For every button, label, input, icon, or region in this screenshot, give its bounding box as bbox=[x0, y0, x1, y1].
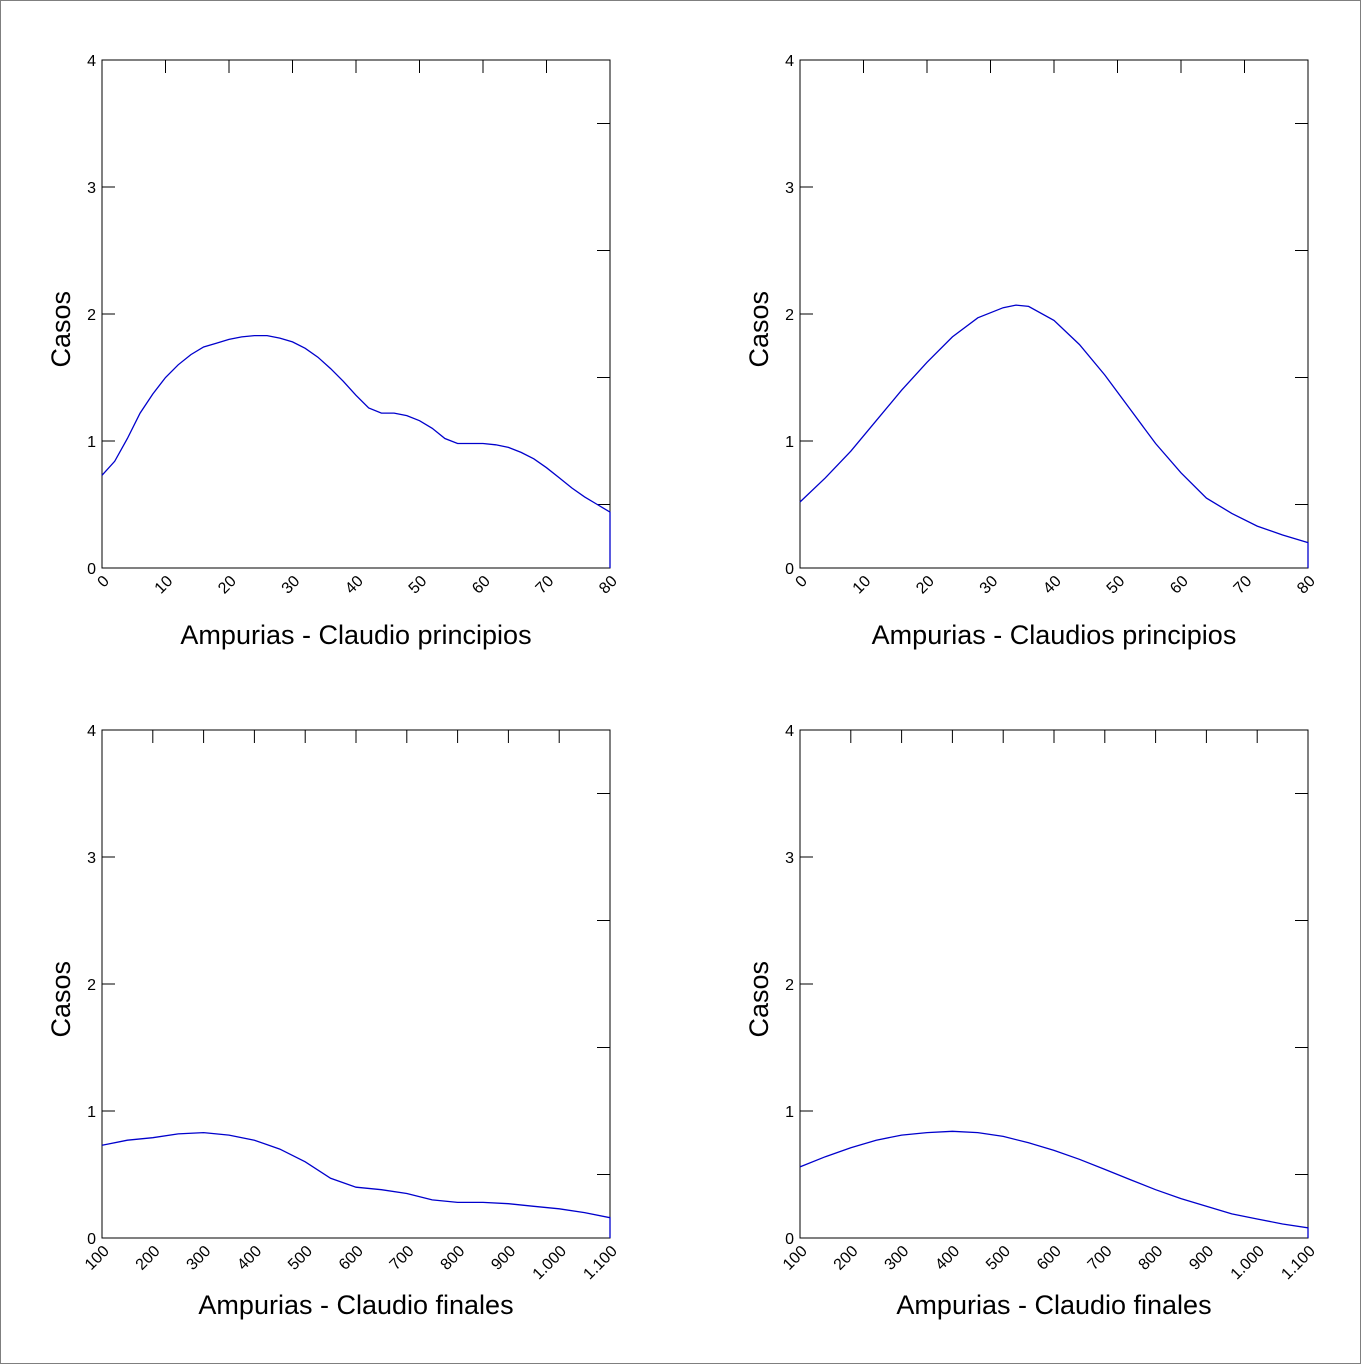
y-tick-label: 2 bbox=[87, 977, 96, 994]
y-tick-label: 4 bbox=[87, 53, 96, 70]
y-tick-label: 4 bbox=[785, 723, 794, 740]
x-tick-label: 1.100 bbox=[580, 1243, 620, 1283]
x-tick-label: 600 bbox=[336, 1243, 367, 1274]
y-tick-label: 0 bbox=[785, 561, 794, 578]
x-tick-label: 40 bbox=[1040, 573, 1065, 598]
y-tick-label: 1 bbox=[87, 1104, 96, 1121]
x-axis-title: Ampurias - Claudio principios bbox=[180, 620, 531, 650]
x-tick-label: 700 bbox=[387, 1243, 418, 1274]
x-tick-label: 80 bbox=[1294, 573, 1319, 598]
plot-area-frame bbox=[799, 729, 1309, 1239]
y-axis-title: Casos bbox=[46, 961, 76, 1038]
x-tick-label: 50 bbox=[1104, 573, 1129, 598]
x-tick-label: 900 bbox=[1186, 1243, 1217, 1274]
y-tick-label: 1 bbox=[785, 1104, 794, 1121]
x-tick-label: 200 bbox=[831, 1243, 862, 1274]
x-tick-label: 0 bbox=[95, 573, 113, 591]
x-tick-label: 10 bbox=[152, 573, 177, 598]
x-tick-label: 40 bbox=[342, 573, 367, 598]
x-tick-label: 800 bbox=[1136, 1243, 1167, 1274]
series-line bbox=[101, 334, 611, 568]
x-tick-label: 60 bbox=[469, 573, 494, 598]
x-tick-label: 30 bbox=[279, 573, 304, 598]
y-tick-label: 1 bbox=[87, 434, 96, 451]
y-tick-label: 4 bbox=[87, 723, 96, 740]
x-tick-label: 500 bbox=[983, 1243, 1014, 1274]
y-tick-label: 3 bbox=[87, 850, 96, 867]
x-axis-title: Ampurias - Claudios principios bbox=[872, 620, 1237, 650]
y-tick-label: 3 bbox=[87, 180, 96, 197]
x-tick-label: 700 bbox=[1085, 1243, 1116, 1274]
y-tick-label: 2 bbox=[785, 977, 794, 994]
y-tick-label: 3 bbox=[785, 850, 794, 867]
x-tick-label: 70 bbox=[533, 573, 558, 598]
x-tick-label: 900 bbox=[488, 1243, 519, 1274]
x-axis-title: Ampurias - Claudio finales bbox=[896, 1290, 1211, 1320]
x-tick-label: 80 bbox=[596, 573, 621, 598]
y-axis-title: Casos bbox=[46, 291, 76, 368]
x-tick-label: 200 bbox=[133, 1243, 164, 1274]
y-tick-label: 0 bbox=[785, 1231, 794, 1248]
y-axis-title: Casos bbox=[744, 961, 774, 1038]
plot-area-frame bbox=[799, 59, 1309, 569]
series-line bbox=[799, 1130, 1309, 1238]
x-tick-label: 30 bbox=[977, 573, 1002, 598]
y-tick-label: 4 bbox=[785, 53, 794, 70]
series-line bbox=[799, 304, 1309, 568]
x-tick-label: 50 bbox=[406, 573, 431, 598]
x-tick-label: 60 bbox=[1167, 573, 1192, 598]
x-tick-label: 300 bbox=[882, 1243, 913, 1274]
y-tick-label: 2 bbox=[785, 307, 794, 324]
y-tick-label: 2 bbox=[87, 307, 96, 324]
x-tick-label: 1.000 bbox=[530, 1243, 570, 1283]
x-tick-label: 600 bbox=[1034, 1243, 1065, 1274]
x-tick-label: 1.000 bbox=[1228, 1243, 1268, 1283]
y-tick-label: 0 bbox=[87, 561, 96, 578]
y-tick-label: 3 bbox=[785, 180, 794, 197]
x-tick-label: 400 bbox=[932, 1243, 963, 1274]
plot-area-frame bbox=[101, 729, 611, 1239]
x-tick-label: 800 bbox=[438, 1243, 469, 1274]
x-tick-label: 1.100 bbox=[1278, 1243, 1318, 1283]
x-tick-label: 20 bbox=[913, 573, 938, 598]
x-axis-title: Ampurias - Claudio finales bbox=[198, 1290, 513, 1320]
y-axis-title: Casos bbox=[744, 291, 774, 368]
x-tick-label: 70 bbox=[1231, 573, 1256, 598]
series-line bbox=[101, 1131, 611, 1238]
x-tick-label: 0 bbox=[793, 573, 811, 591]
x-tick-label: 500 bbox=[285, 1243, 316, 1274]
x-tick-label: 20 bbox=[215, 573, 240, 598]
y-tick-label: 0 bbox=[87, 1231, 96, 1248]
y-tick-label: 1 bbox=[785, 434, 794, 451]
x-tick-label: 400 bbox=[234, 1243, 265, 1274]
x-tick-label: 10 bbox=[850, 573, 875, 598]
plot-area-frame bbox=[101, 59, 611, 569]
x-tick-label: 300 bbox=[184, 1243, 215, 1274]
